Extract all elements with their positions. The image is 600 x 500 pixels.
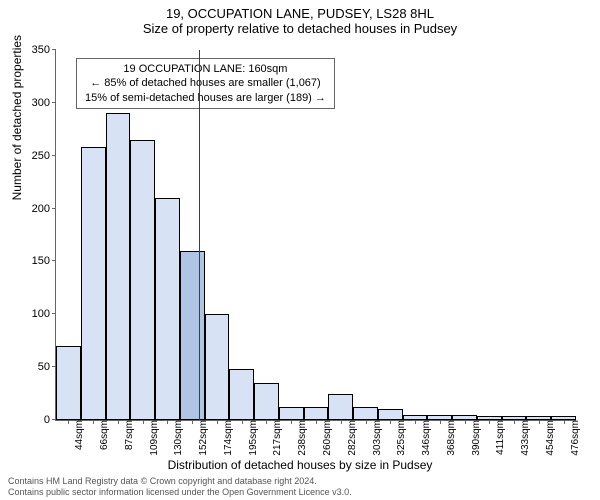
annotation-box: 19 OCCUPATION LANE: 160sqm ← 85% of deta… [76, 58, 335, 109]
y-tick-label: 300 [32, 97, 56, 109]
histogram-bar [205, 314, 230, 420]
y-tick-label: 0 [44, 414, 56, 426]
x-tick-mark [167, 420, 168, 424]
histogram-bar [229, 369, 254, 420]
footer-text: Contains HM Land Registry data © Crown c… [8, 476, 352, 498]
y-tick-mark [52, 260, 56, 261]
x-tick-label: 195sqm [246, 420, 259, 456]
x-tick-mark [514, 420, 515, 424]
histogram-bar [254, 383, 279, 420]
x-tick-mark [390, 420, 391, 424]
x-tick-label: 87sqm [122, 420, 135, 450]
x-tick-mark [143, 420, 144, 424]
x-tick-label: 66sqm [97, 420, 110, 450]
x-tick-mark [564, 420, 565, 424]
histogram-bar [56, 346, 81, 420]
x-tick-mark [68, 420, 69, 424]
x-tick-mark [316, 420, 317, 424]
y-tick-label: 250 [32, 150, 56, 162]
x-tick-label: 368sqm [444, 420, 457, 456]
x-tick-label: 476sqm [568, 420, 581, 456]
reference-line [199, 50, 200, 420]
annotation-line1: 19 OCCUPATION LANE: 160sqm [85, 62, 326, 76]
x-tick-mark [93, 420, 94, 424]
y-tick-label: 200 [32, 203, 56, 215]
histogram-bar [81, 147, 106, 420]
x-tick-label: 346sqm [419, 420, 432, 456]
x-tick-label: 109sqm [147, 420, 160, 456]
histogram-bar [106, 113, 131, 420]
x-tick-label: 152sqm [196, 420, 209, 456]
x-tick-mark [192, 420, 193, 424]
x-tick-mark [266, 420, 267, 424]
x-tick-label: 217sqm [270, 420, 283, 456]
x-tick-label: 238sqm [295, 420, 308, 456]
x-tick-mark [242, 420, 243, 424]
x-tick-mark [217, 420, 218, 424]
histogram-bar [180, 251, 205, 420]
chart-title-sub: Size of property relative to detached ho… [0, 21, 600, 36]
x-tick-label: 433sqm [518, 420, 531, 456]
histogram-bar [378, 409, 403, 420]
x-tick-label: 411sqm [493, 420, 506, 455]
y-tick-mark [52, 208, 56, 209]
chart-container: 19, OCCUPATION LANE, PUDSEY, LS28 8HL Si… [0, 0, 600, 500]
x-tick-label: 174sqm [221, 420, 234, 456]
x-tick-mark [489, 420, 490, 424]
x-tick-mark [465, 420, 466, 424]
x-tick-mark [366, 420, 367, 424]
x-tick-label: 260sqm [320, 420, 333, 456]
x-tick-mark [291, 420, 292, 424]
x-tick-label: 454sqm [543, 420, 556, 456]
x-tick-mark [539, 420, 540, 424]
x-tick-label: 303sqm [370, 420, 383, 456]
x-tick-label: 44sqm [72, 420, 85, 450]
histogram-bar [130, 140, 155, 420]
y-axis-label: Number of detached properties [10, 35, 24, 200]
y-tick-label: 100 [32, 308, 56, 320]
y-tick-mark [52, 313, 56, 314]
x-tick-mark [341, 420, 342, 424]
y-tick-mark [52, 102, 56, 103]
y-tick-label: 50 [38, 361, 56, 373]
plot-area: 19 OCCUPATION LANE: 160sqm ← 85% of deta… [55, 50, 576, 421]
histogram-bar [155, 198, 180, 420]
histogram-bar [353, 407, 378, 420]
x-tick-mark [118, 420, 119, 424]
footer-line1: Contains HM Land Registry data © Crown c… [8, 476, 352, 487]
x-tick-mark [415, 420, 416, 424]
y-tick-label: 150 [32, 255, 56, 267]
x-tick-mark [440, 420, 441, 424]
chart-title-main: 19, OCCUPATION LANE, PUDSEY, LS28 8HL [0, 0, 600, 21]
histogram-bar [304, 407, 329, 420]
footer-line2: Contains public sector information licen… [8, 487, 352, 498]
x-tick-label: 130sqm [171, 420, 184, 456]
histogram-bar [279, 407, 304, 420]
y-tick-mark [52, 155, 56, 156]
annotation-line3: 15% of semi-detached houses are larger (… [85, 91, 326, 105]
y-tick-mark [52, 49, 56, 50]
histogram-bar [328, 394, 353, 420]
x-tick-label: 282sqm [345, 420, 358, 456]
y-tick-label: 350 [32, 44, 56, 56]
x-tick-label: 325sqm [394, 420, 407, 456]
x-tick-label: 390sqm [469, 420, 482, 456]
x-axis-label: Distribution of detached houses by size … [0, 458, 600, 472]
annotation-line2: ← 85% of detached houses are smaller (1,… [85, 76, 326, 90]
